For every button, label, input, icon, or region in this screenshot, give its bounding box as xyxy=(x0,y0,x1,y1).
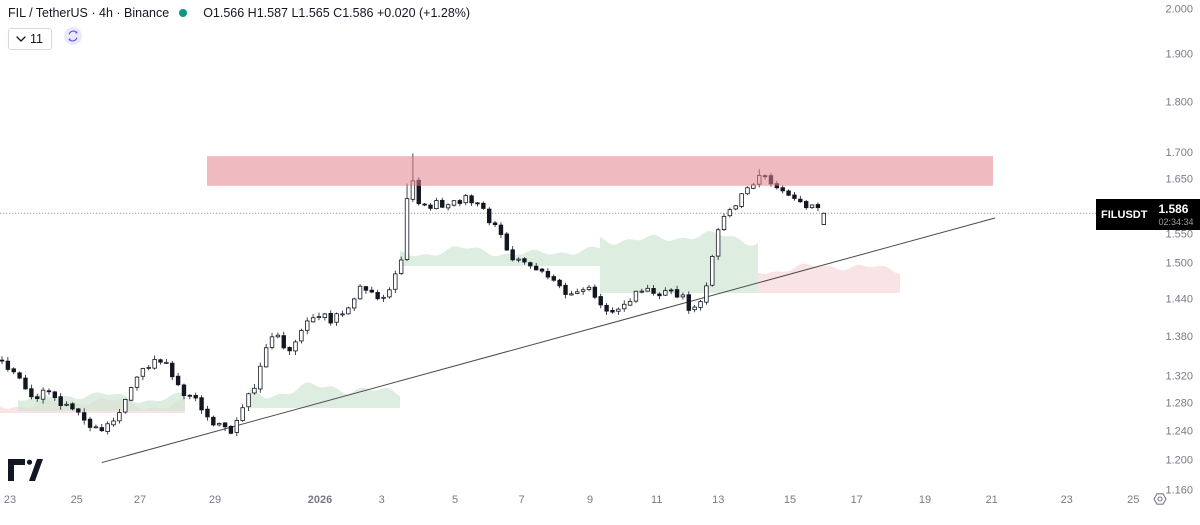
svg-text:1.240: 1.240 xyxy=(1165,426,1193,438)
svg-text:1.380: 1.380 xyxy=(1165,331,1193,343)
svg-text:15: 15 xyxy=(784,494,796,506)
svg-text:11: 11 xyxy=(651,494,662,506)
svg-text:1.200: 1.200 xyxy=(1165,455,1193,467)
svg-text:1.440: 1.440 xyxy=(1165,294,1193,306)
svg-text:1.500: 1.500 xyxy=(1165,258,1193,270)
svg-text:27: 27 xyxy=(134,494,146,506)
svg-text:21: 21 xyxy=(986,494,998,506)
svg-text:1.800: 1.800 xyxy=(1165,96,1193,108)
svg-text:1.650: 1.650 xyxy=(1165,173,1193,185)
svg-text:5: 5 xyxy=(452,494,458,506)
svg-text:1.900: 1.900 xyxy=(1165,49,1193,61)
svg-text:1.320: 1.320 xyxy=(1165,370,1193,382)
svg-text:13: 13 xyxy=(712,494,724,506)
svg-text:2.000: 2.000 xyxy=(1165,3,1193,15)
svg-text:9: 9 xyxy=(587,494,593,506)
svg-text:23: 23 xyxy=(1061,494,1073,506)
svg-text:23: 23 xyxy=(4,494,16,506)
svg-text:3: 3 xyxy=(379,494,385,506)
svg-text:1.700: 1.700 xyxy=(1165,147,1193,159)
svg-text:25: 25 xyxy=(71,494,83,506)
svg-text:25: 25 xyxy=(1127,494,1139,506)
svg-text:17: 17 xyxy=(851,494,863,506)
svg-text:19: 19 xyxy=(919,494,931,506)
svg-text:1.280: 1.280 xyxy=(1165,398,1193,410)
svg-text:1.160: 1.160 xyxy=(1165,485,1193,497)
svg-text:29: 29 xyxy=(209,494,221,506)
svg-text:7: 7 xyxy=(519,494,525,506)
svg-text:1.550: 1.550 xyxy=(1165,229,1193,241)
svg-text:2026: 2026 xyxy=(308,494,332,506)
